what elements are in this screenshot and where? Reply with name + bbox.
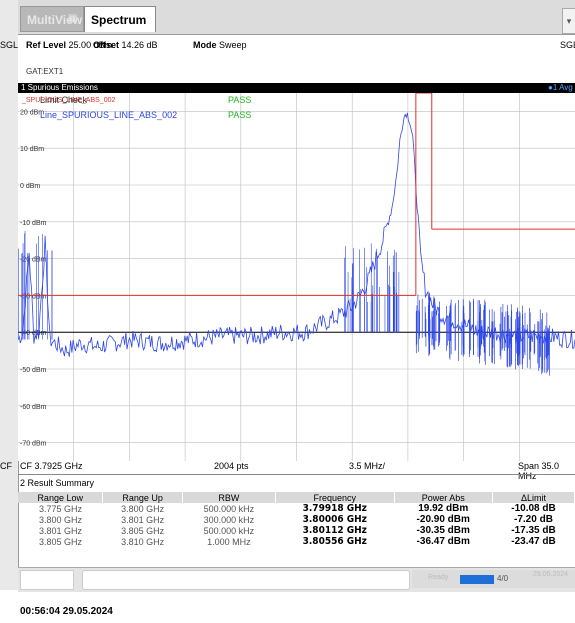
rbw: 500.000 kHz bbox=[203, 503, 255, 514]
table-row[interactable]: 3.800 GHz 3.801 GHz 300.000 kHz 3.80006 … bbox=[18, 514, 575, 525]
table-row[interactable]: 3.805 GHz 3.810 GHz 1.000 MHz 3.80556 GH… bbox=[18, 536, 575, 547]
range-up: 3.801 GHz bbox=[121, 514, 165, 525]
diagram-title: 1 Spurious Emissions bbox=[21, 83, 98, 92]
range-low: 3.801 GHz bbox=[38, 525, 82, 536]
tab-spectrum[interactable]: Spectrum bbox=[84, 6, 156, 32]
range-low: 3.800 GHz bbox=[38, 514, 82, 525]
y-tick-label: -70 dBm bbox=[20, 441, 47, 448]
tab-multiview[interactable]: MultiView bbox=[20, 6, 84, 32]
power-abs: -30.35 dBm bbox=[416, 525, 470, 536]
delta-limit: -10.08 dB bbox=[511, 503, 556, 514]
ref-level-label: Ref Level bbox=[26, 40, 67, 50]
mode-label: Mode bbox=[193, 40, 217, 50]
multiview-grid-icon: ▦ bbox=[68, 13, 78, 24]
parameter-row bbox=[18, 35, 575, 83]
y-tick-label: -30 dBm bbox=[20, 293, 47, 300]
col-rbw: RBW bbox=[182, 492, 277, 503]
trigger-source: GAT:EXT1 bbox=[26, 67, 64, 76]
result-summary-title: 2 Result Summary bbox=[20, 478, 95, 488]
col-delta-limit: ΔLimit bbox=[492, 492, 575, 503]
delta-limit: -17.35 dB bbox=[511, 525, 556, 536]
span[interactable]: Span 35.0 MHz bbox=[518, 461, 560, 481]
limit-check-status: PASS bbox=[228, 95, 251, 105]
status-message-field[interactable] bbox=[82, 570, 410, 590]
table-row[interactable]: 3.801 GHz 3.805 GHz 500.000 kHz 3.80112 … bbox=[18, 525, 575, 536]
col-power-abs: Power Abs bbox=[394, 492, 493, 503]
offset-value: 14.26 dB bbox=[121, 40, 158, 50]
limit-line-name: Line_SPURIOUS_LINE_ABS_002 bbox=[40, 110, 177, 120]
frequency: 3.79918 GHz bbox=[302, 503, 367, 514]
sweep-points[interactable]: 2004 pts bbox=[214, 461, 249, 471]
ready-label: Ready bbox=[428, 574, 449, 581]
delta-limit: -23.47 dB bbox=[511, 536, 556, 547]
table-header-row: Range Low Range Up RBW Frequency Power A… bbox=[18, 492, 575, 503]
y-tick-label: -50 dBm bbox=[20, 367, 47, 374]
frequency: 3.80556 GHz bbox=[302, 536, 367, 547]
ref-level[interactable]: Ref Level 25.00 dBm bbox=[26, 40, 112, 50]
power-abs: -36.47 dBm bbox=[416, 536, 470, 547]
y-tick-label: 20 dBm bbox=[20, 109, 44, 116]
trace-indicator: ●1 Avg bbox=[548, 83, 573, 92]
result-summary-table[interactable]: Range Low Range Up RBW Frequency Power A… bbox=[18, 492, 575, 547]
left-edge-strip bbox=[0, 0, 19, 590]
power-abs: 19.92 dBm bbox=[418, 503, 469, 514]
limit-line-label-red: _SPURIOUS_LINE_ABS_002 bbox=[21, 97, 115, 104]
tab-spectrum-label: Spectrum bbox=[91, 13, 147, 27]
trace-noise bbox=[18, 231, 550, 376]
capture-timestamp: 00:56:04 29.05.2024 bbox=[20, 606, 113, 617]
center-frequency[interactable]: CF 3.7925 GHz bbox=[20, 461, 83, 471]
table-row[interactable]: 3.775 GHz 3.800 GHz 500.000 kHz 3.79918 … bbox=[18, 503, 575, 514]
frequency: 3.80006 GHz bbox=[302, 514, 367, 525]
sgl-right-indicator: SGL bbox=[560, 40, 575, 50]
divider bbox=[18, 474, 575, 475]
tab-multiview-label: MultiView bbox=[27, 13, 83, 27]
offset-label: Offset bbox=[93, 40, 120, 50]
y-tick-label: -60 dBm bbox=[20, 404, 47, 411]
status-field-1[interactable] bbox=[20, 570, 74, 590]
col-range-low: Range Low bbox=[18, 492, 104, 503]
delta-limit: -7.20 dB bbox=[514, 514, 553, 525]
rbw: 1.000 MHz bbox=[207, 536, 251, 547]
col-range-up: Range Up bbox=[102, 492, 183, 503]
range-up: 3.810 GHz bbox=[121, 536, 165, 547]
limit-line bbox=[18, 93, 575, 296]
limit-check-label: Limit Check bbox=[40, 95, 88, 105]
range-low: 3.805 GHz bbox=[38, 536, 82, 547]
range-low: 3.775 GHz bbox=[38, 503, 82, 514]
range-up: 3.800 GHz bbox=[121, 503, 165, 514]
offset[interactable]: Offset 14.26 dB bbox=[93, 40, 158, 50]
diagram-header[interactable] bbox=[18, 83, 575, 93]
progress-count: 4/0 bbox=[497, 574, 509, 583]
rbw: 500.000 kHz bbox=[203, 525, 255, 536]
status-date: 29.05.2024 bbox=[533, 571, 569, 578]
mode[interactable]: Mode Sweep bbox=[193, 40, 247, 50]
y-tick-label: -20 dBm bbox=[20, 257, 47, 264]
progress-bar bbox=[460, 575, 494, 584]
sgl-left-indicator: SGL bbox=[0, 40, 19, 50]
frequency-per-division: 3.5 MHz/ bbox=[349, 461, 386, 471]
range-up: 3.805 GHz bbox=[121, 525, 165, 536]
y-tick-label: 0 dBm bbox=[20, 183, 40, 190]
mode-value: Sweep bbox=[219, 40, 247, 50]
frequency: 3.80112 GHz bbox=[302, 525, 367, 536]
y-tick-label: 10 dBm bbox=[20, 146, 44, 153]
rbw: 300.000 kHz bbox=[203, 514, 255, 525]
ref-level-value: 25.00 dBm bbox=[68, 40, 113, 50]
col-frequency: Frequency bbox=[275, 492, 395, 503]
limit-line-status: PASS bbox=[228, 110, 251, 120]
tab-scroll-down-icon[interactable]: ▾ bbox=[562, 8, 575, 34]
power-abs: -20.90 dBm bbox=[416, 514, 470, 525]
y-tick-label: -10 dBm bbox=[20, 220, 47, 227]
channel-left-clip: CF bbox=[0, 461, 12, 471]
